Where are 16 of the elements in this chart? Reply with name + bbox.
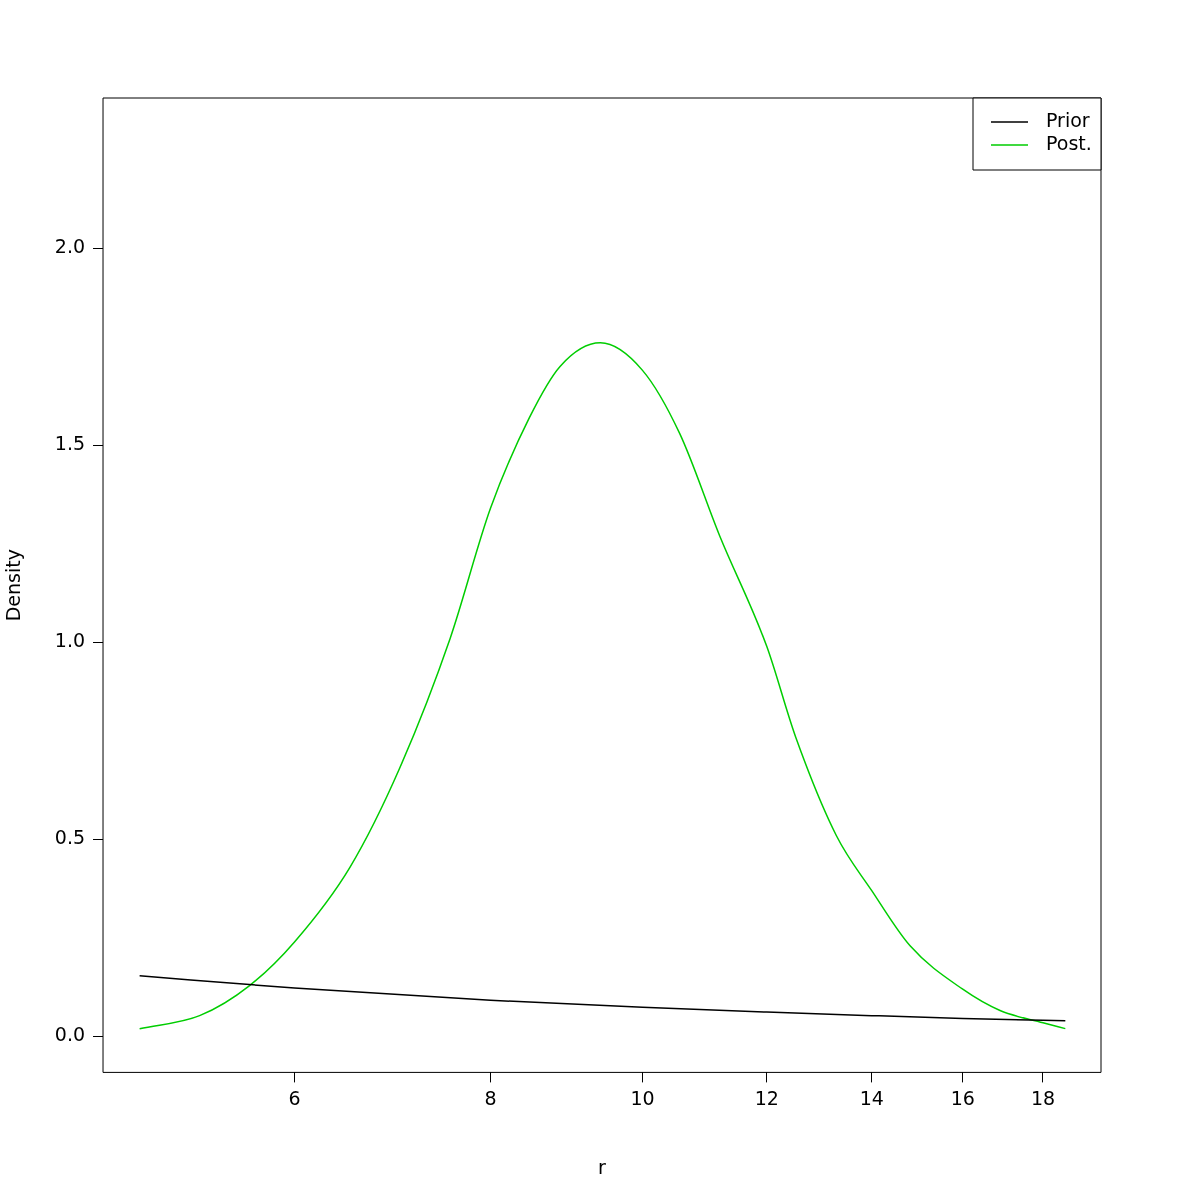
legend-label: Post. [1046,131,1092,154]
y-tick-label: 0.0 [54,1023,86,1046]
legend-label: Prior [1046,108,1090,131]
x-tick-label: 10 [630,1086,655,1109]
y-tick-label: 1.0 [54,629,86,652]
y-tick-label: 2.0 [54,235,86,258]
x-axis-title: r [598,1155,607,1178]
x-tick-label: 6 [288,1086,301,1109]
y-tick-label: 1.5 [54,432,86,455]
x-tick-label: 14 [859,1086,884,1109]
x-tick-label: 8 [484,1086,497,1109]
x-tick-label: 16 [950,1086,975,1109]
x-tick-label: 18 [1030,1086,1056,1109]
y-axis-title: Density [2,549,25,622]
x-tick-label: 12 [754,1086,779,1109]
y-tick-label: 0.5 [54,826,86,849]
